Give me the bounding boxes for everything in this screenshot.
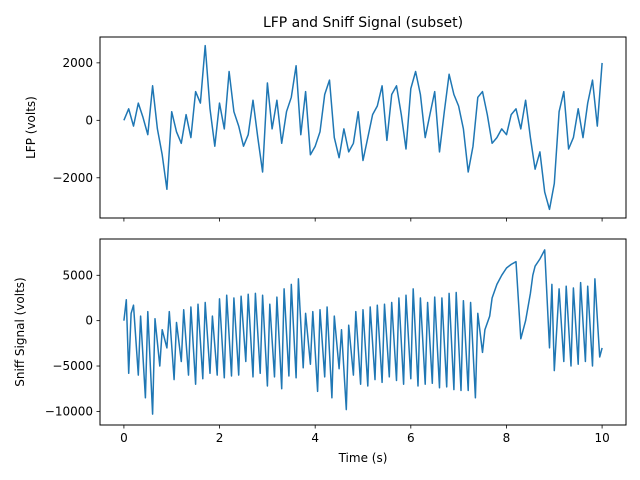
- sniff-plot-area: [123, 249, 603, 415]
- sniff-y-tick-label: −5000: [52, 359, 93, 373]
- sniff-axes: 0 2 4 6 8 10 −10000 −5000 0 5000 Sniff Signal (vo…: [13, 238, 627, 465]
- sniff-x-tick-label: 6: [407, 431, 415, 445]
- sniff-ticks: 0 2 4 6 8 10 −10000 −5000 0 5000: [45, 268, 610, 445]
- sniff-x-tick-label: 4: [311, 431, 319, 445]
- chart-title: LFP and Sniff Signal (subset): [263, 15, 463, 31]
- sniff-y-axis-label: Sniff Signal (volts): [13, 277, 27, 386]
- lfp-y-axis-label: LFP (volts): [24, 96, 38, 159]
- sniff-x-tick-label: 2: [216, 431, 224, 445]
- sniff-series-line: [123, 249, 603, 415]
- lfp-plot-area: [123, 44, 603, 211]
- x-axis-label: Time (s): [338, 451, 388, 465]
- lfp-y-tick-label: 0: [85, 113, 93, 127]
- sniff-y-tick-label: 0: [85, 314, 93, 328]
- lfp-series-line: [123, 44, 603, 211]
- lfp-y-tick-label: −2000: [52, 171, 93, 185]
- sniff-y-tick-label: 5000: [62, 268, 93, 282]
- sniff-x-tick-label: 8: [503, 431, 511, 445]
- lfp-axes-frame: [99, 36, 627, 219]
- sniff-axes-frame: [99, 238, 627, 426]
- sniff-x-tick-label: 0: [120, 431, 128, 445]
- sniff-x-tick-label: 10: [594, 431, 609, 445]
- lfp-axes: −2000 0 2000 LFP and Sniff Signal (subset)…: [24, 15, 627, 222]
- lfp-y-tick-label: 2000: [62, 56, 93, 70]
- sniff-y-tick-label: −10000: [45, 404, 93, 418]
- lfp-ticks: −2000 0 2000: [52, 56, 603, 222]
